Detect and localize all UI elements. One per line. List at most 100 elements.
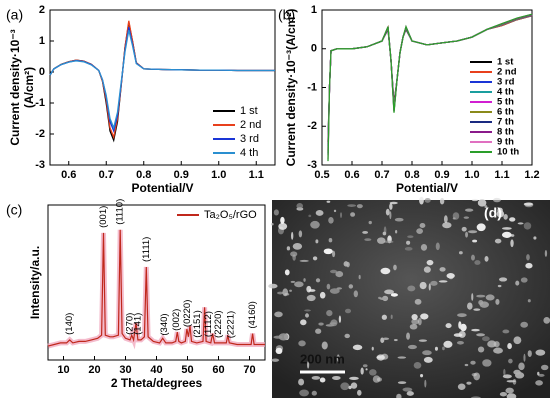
particle	[430, 280, 438, 286]
particle	[292, 243, 303, 250]
particle	[422, 350, 432, 356]
series-line	[49, 30, 275, 130]
particle	[369, 369, 377, 376]
particle	[473, 308, 481, 311]
particle	[298, 340, 306, 347]
particle	[315, 328, 322, 334]
peak-label: (001)	[98, 206, 109, 228]
particle	[470, 360, 476, 365]
particle	[499, 392, 508, 397]
particle	[304, 309, 311, 312]
particle	[494, 238, 502, 244]
particle	[458, 330, 466, 338]
x-tick-label: 40	[150, 364, 162, 376]
peak-label: (0220)	[182, 300, 193, 327]
legend-label: 6 th	[497, 107, 514, 118]
particle	[505, 387, 514, 394]
particle	[393, 339, 398, 342]
particle	[356, 204, 363, 209]
particle	[484, 205, 488, 209]
particle	[426, 259, 434, 266]
particle	[338, 315, 342, 323]
particle	[371, 346, 374, 351]
peak-label: (140)	[64, 313, 75, 335]
particle	[402, 387, 413, 392]
particle	[515, 280, 520, 286]
particle	[463, 216, 469, 219]
particle	[523, 353, 526, 362]
particle	[509, 217, 516, 222]
particle	[296, 202, 304, 209]
legend-label: 10 th	[497, 147, 519, 158]
particle	[498, 277, 508, 282]
x-tick-label: 30	[119, 364, 131, 376]
particle	[535, 380, 543, 386]
particle	[467, 302, 473, 310]
particle	[452, 217, 456, 220]
particle	[390, 314, 393, 320]
particle	[385, 208, 390, 216]
particle	[404, 247, 413, 251]
y-axis-label: Current density·10⁻³(A/cm²)	[284, 9, 298, 167]
particle	[471, 293, 474, 301]
particle	[333, 209, 337, 213]
particle	[424, 197, 431, 203]
particle	[458, 321, 462, 329]
particle	[414, 298, 422, 305]
particle	[411, 318, 419, 325]
particle	[482, 336, 490, 342]
particle	[428, 283, 431, 291]
particle	[413, 362, 422, 369]
particle	[479, 301, 489, 308]
particle	[503, 214, 508, 220]
particle	[353, 290, 359, 298]
x-tick-label: 1.1	[249, 169, 264, 181]
particle	[299, 259, 309, 262]
legend-label: 4 th	[240, 147, 258, 159]
peak-label: (2220)	[213, 310, 224, 337]
legend-label: 1 st	[240, 105, 258, 117]
particle	[482, 359, 492, 367]
particle	[379, 297, 388, 300]
legend-label: 8 th	[497, 127, 514, 138]
particle	[435, 242, 440, 251]
peak-label: (002)	[171, 309, 182, 331]
particle	[311, 390, 317, 396]
particle	[358, 274, 361, 280]
particle	[493, 347, 503, 354]
particle	[409, 323, 418, 330]
x-tick-label: 0.6	[61, 169, 76, 181]
particle	[471, 198, 479, 202]
peak-label: (1110)	[115, 199, 126, 225]
particle	[303, 278, 306, 282]
particle	[445, 323, 452, 329]
particle	[423, 356, 433, 363]
particle	[389, 201, 398, 205]
particle	[377, 237, 386, 244]
x-tick-label: 0.7	[374, 169, 389, 181]
x-tick-label: 1.2	[524, 169, 539, 181]
particle	[411, 314, 418, 321]
particle	[484, 256, 489, 262]
particle	[299, 389, 310, 397]
particle	[306, 294, 316, 302]
particle	[280, 216, 285, 225]
x-tick-label: 20	[88, 364, 100, 376]
particle	[275, 345, 284, 352]
peak-label: (1111)	[141, 237, 152, 262]
particle	[507, 343, 512, 350]
x-tick-label: 1.0	[211, 169, 226, 181]
particle	[419, 196, 424, 205]
particle	[464, 363, 469, 367]
series-line	[327, 13, 533, 162]
particle	[318, 322, 324, 326]
y-tick-label: 0	[311, 43, 317, 55]
legend-label: 1 st	[497, 57, 514, 68]
peak-label: (270)	[125, 313, 136, 335]
x-axis-label: 2 Theta/degrees	[111, 376, 203, 390]
particle	[270, 223, 274, 226]
particle	[533, 236, 537, 240]
particle	[340, 382, 350, 391]
y-axis-label: Intensity/a.u.	[28, 246, 42, 319]
particle	[465, 231, 469, 238]
